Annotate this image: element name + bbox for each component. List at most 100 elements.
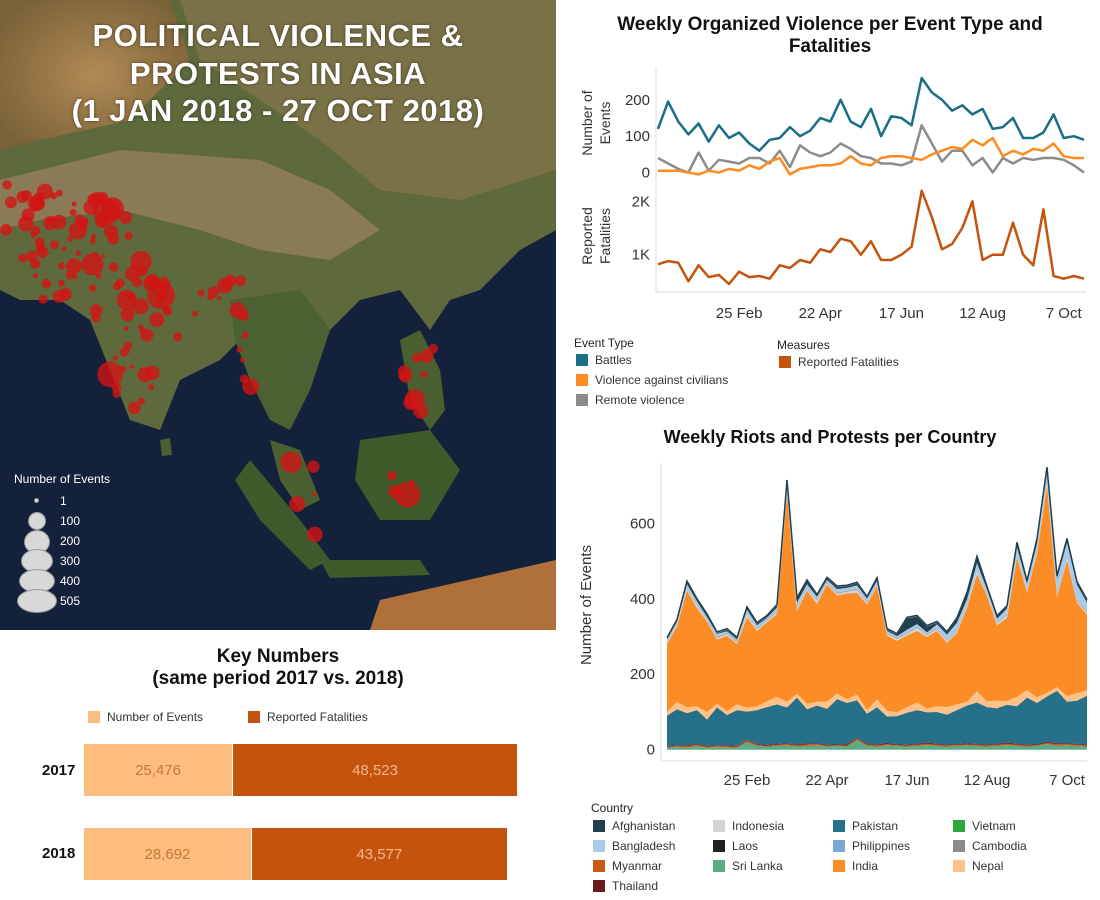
country-legend-item-pakistan[interactable]: Pakistan: [833, 819, 898, 833]
event-marker-123: [236, 346, 243, 353]
event-marker-73: [173, 332, 183, 342]
event-marker-81: [129, 364, 134, 369]
event-marker-101: [69, 209, 77, 217]
event-marker-108: [217, 296, 222, 301]
kn-legend-fatalities[interactable]: Reported Fatalities: [248, 710, 368, 724]
key-numbers-title-line1: Key Numbers: [216, 646, 340, 667]
kn-bar-2018-events[interactable]: 28,692: [84, 828, 251, 880]
org-events-tick-1: 100: [625, 128, 650, 145]
organized-title-line1: Weekly Organized Violence per Event Type…: [617, 14, 1043, 35]
event-marker-79: [119, 347, 130, 357]
event-marker-139: [307, 460, 320, 473]
event-marker-74: [123, 326, 129, 331]
country-legend-label: Myanmar: [612, 859, 663, 873]
event-marker-42: [58, 279, 65, 287]
event-marker-113: [229, 302, 246, 318]
riots-area-thailand: [667, 738, 1087, 747]
map-title-line3: (1 JAN 2018 - 27 OCT 2018): [71, 93, 485, 128]
organized-violence-chart[interactable]: 0 100 200 1K 2K Number of Events Reported Fatali…: [570, 60, 1090, 330]
kn-year-2018: 2018: [42, 845, 76, 862]
event-marker-60: [91, 313, 101, 323]
kn-bar-2017-fatalities[interactable]: 48,523: [233, 744, 517, 796]
event-marker-39: [103, 224, 118, 239]
riots-area-sri-lanka: [667, 740, 1087, 750]
country-legend-item-thailand[interactable]: Thailand: [593, 879, 658, 893]
event-marker-120: [240, 357, 246, 363]
map-title-line2: PROTESTS IN ASIA: [129, 56, 427, 91]
battles-swatch: [576, 354, 588, 366]
size-label-100: 100: [60, 514, 81, 528]
event-marker-95: [95, 214, 109, 228]
thailand-swatch: [593, 880, 605, 892]
country-legend-label: Laos: [732, 839, 759, 853]
country-legend-item-vietnam[interactable]: Vietnam: [953, 819, 1016, 833]
event-marker-19: [50, 240, 59, 250]
event-marker-129: [420, 371, 428, 378]
laos-swatch: [713, 840, 725, 852]
event-marker-30: [65, 264, 70, 269]
riots-area-india: [667, 485, 1087, 713]
event-marker-112: [192, 310, 199, 317]
country-legend-item-sri-lanka[interactable]: Sri Lanka: [713, 859, 783, 873]
map-panel[interactable]: POLITICAL VIOLENCE & PROTESTS IN ASIA (1…: [0, 0, 556, 630]
event-marker-144: [408, 479, 415, 486]
legend-item-reported-fatalities[interactable]: Reported Fatalities: [779, 355, 899, 369]
afghanistan-swatch: [593, 820, 605, 832]
org-x-tick-4: 7 Oct: [1046, 305, 1083, 322]
satellite-map[interactable]: [0, 0, 556, 630]
country-legend-item-nepal[interactable]: Nepal: [953, 859, 1003, 873]
org-events-tick-2: 200: [625, 92, 650, 109]
country-legend-item-cambodia[interactable]: Cambodia: [953, 839, 1027, 853]
event-marker-125: [239, 374, 249, 384]
event-marker-23: [56, 189, 63, 197]
size-legend-row-100: 100: [14, 510, 144, 530]
india-swatch: [833, 860, 845, 872]
myanmar-swatch: [593, 860, 605, 872]
size-circle-1: [34, 498, 39, 503]
key-numbers-title-line2: (same period 2017 vs. 2018): [152, 668, 404, 689]
kn-legend-events[interactable]: Number of Events: [88, 710, 203, 724]
riots-x-tick-2: 17 Jun: [884, 772, 929, 789]
country-legend-item-bangladesh[interactable]: Bangladesh: [593, 839, 675, 853]
riots-y-tick-3: 600: [630, 515, 655, 532]
riots-y-tick-0: 0: [647, 742, 655, 759]
riots-protests-chart[interactable]: 0 200 400 600 Number of Events 25 Feb 22 Apr 17…: [570, 455, 1095, 790]
org-events-tick-0: 0: [642, 165, 650, 182]
event-marker-124: [242, 333, 248, 339]
event-marker-61: [136, 266, 148, 277]
event-marker-16: [26, 250, 38, 262]
org-events-axis-label-1: Number of: [579, 90, 595, 155]
legend-battles-label: Battles: [595, 353, 632, 367]
org-events-axis-label-2: Events: [597, 102, 613, 145]
event-marker-68: [143, 275, 159, 292]
event-marker-38: [34, 260, 40, 266]
riots-area-indonesia: [667, 482, 1087, 645]
event-marker-32: [108, 262, 119, 272]
country-legend-label: Philippines: [852, 839, 911, 853]
country-legend-item-laos[interactable]: Laos: [713, 839, 758, 853]
org-fat-tick-0: 1K: [632, 247, 650, 264]
measures-legend-title: Measures: [777, 338, 830, 352]
country-legend-item-afghanistan[interactable]: Afghanistan: [593, 819, 675, 833]
event-marker-98: [119, 211, 132, 224]
event-marker-100: [83, 200, 98, 215]
riots-area-bangladesh: [667, 470, 1087, 642]
size-label-1: 1: [60, 494, 67, 508]
legend-fatalities-label: Reported Fatalities: [798, 355, 899, 369]
event-marker-140: [307, 526, 323, 543]
country-legend-item-indonesia[interactable]: Indonesia: [713, 819, 784, 833]
country-legend-item-philippines[interactable]: Philippines: [833, 839, 910, 853]
event-marker-20: [18, 216, 34, 232]
country-legend-item-india[interactable]: India: [833, 859, 878, 873]
kn-bar-2018-fatalities[interactable]: 43,577: [251, 828, 507, 880]
event-marker-25: [66, 258, 82, 274]
event-marker-141: [387, 470, 397, 481]
country-legend-item-myanmar[interactable]: Myanmar: [593, 859, 662, 873]
kn-bar-2017-events[interactable]: 25,476: [84, 744, 233, 796]
legend-item-battles[interactable]: Battles: [576, 353, 632, 367]
legend-item-violence-civilians[interactable]: Violence against civilians: [576, 373, 728, 387]
legend-item-remote-violence[interactable]: Remote violence: [576, 393, 684, 407]
event-marker-67: [131, 277, 143, 288]
size-circle-100: [28, 512, 46, 530]
event-marker-131: [412, 353, 423, 363]
